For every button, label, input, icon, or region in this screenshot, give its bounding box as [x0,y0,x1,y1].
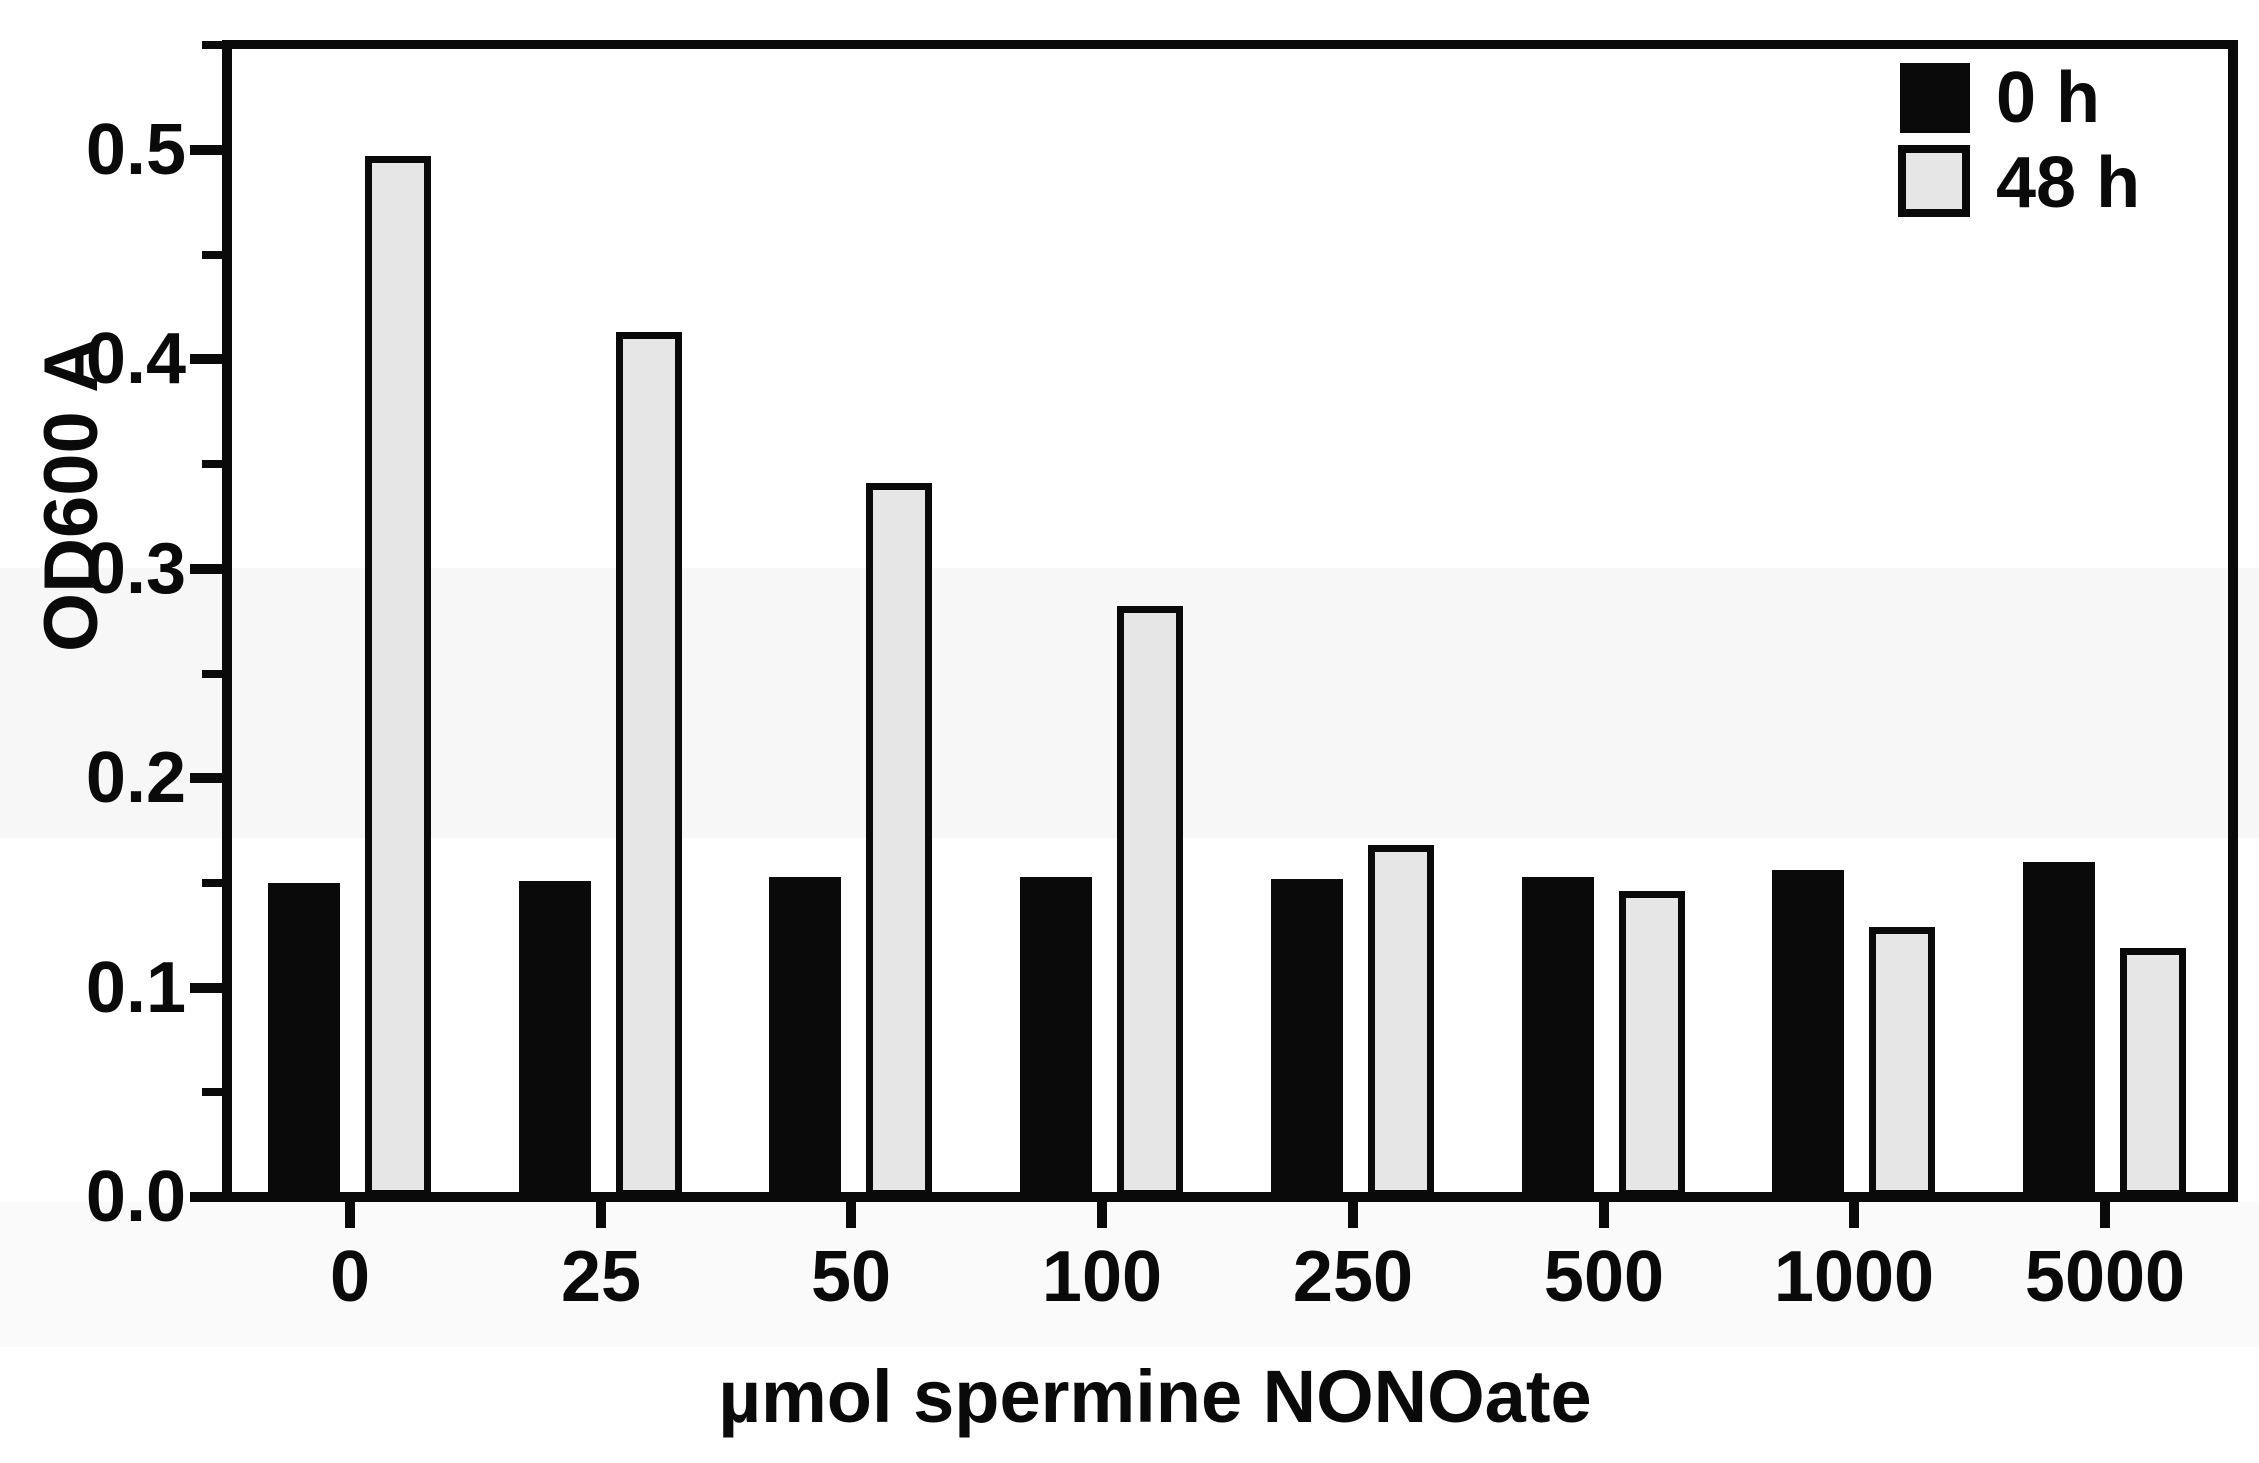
x-tick-1000 [1849,1197,1859,1228]
x-tick-label-0: 0 [329,1237,371,1317]
bar-48h-0 [365,156,431,1197]
x-tick-label-250: 250 [1292,1237,1414,1317]
x-axis-line [222,1192,2238,1202]
x-tick-label-1000: 1000 [1773,1237,1935,1317]
y-axis-line [222,40,232,1202]
y-major-tick-0.1 [190,983,232,993]
bar-48h-25 [616,332,682,1197]
y-tick-label-0.0: 0.0 [85,1157,186,1237]
bar-48h-250 [1368,845,1434,1197]
x-tick-label-500: 500 [1543,1237,1665,1317]
y-major-tick-0.3 [190,564,232,574]
y-minor-tick [202,251,232,259]
x-tick-5000 [2100,1197,2110,1228]
x-tick-0 [345,1197,355,1228]
bar-48h-500 [1619,891,1685,1197]
y-tick-label-0.5: 0.5 [85,110,186,190]
y-major-tick-0.4 [190,354,232,364]
bar-0h-5000 [2023,862,2095,1197]
x-tick-label-25: 25 [560,1237,642,1317]
bar-0h-25 [519,881,591,1197]
x-tick-25 [596,1197,606,1228]
bar-0h-0 [268,883,340,1197]
bar-48h-50 [866,483,932,1197]
background-tint-band-bottom [0,1202,2259,1347]
x-tick-label-100: 100 [1041,1237,1163,1317]
x-tick-50 [846,1197,856,1228]
x-axis-title: µmol spermine NONOate [718,1355,1592,1438]
y-tick-label-0.3: 0.3 [85,529,186,609]
x-tick-100 [1097,1197,1107,1228]
x-tick-250 [1348,1197,1358,1228]
y-tick-label-0.2: 0.2 [85,738,186,818]
bar-0h-250 [1271,879,1343,1197]
legend-swatch-0h [1900,63,1970,133]
x-tick-500 [1599,1197,1609,1228]
legend-swatch-48h [1898,145,1970,217]
y-tick-label-0.1: 0.1 [85,948,186,1028]
x-tick-label-50: 50 [810,1237,892,1317]
bar-0h-100 [1020,877,1092,1197]
y-minor-tick [202,879,232,887]
y-tick-label-0.4: 0.4 [85,319,186,399]
y-minor-tick [202,460,232,468]
y-minor-tick [202,1088,232,1096]
bar-48h-5000 [2120,948,2186,1197]
bar-48h-100 [1117,606,1183,1197]
legend-label-0h: 0 h [1996,58,2101,138]
plot-right-border [2228,40,2238,1202]
bar-0h-500 [1522,877,1594,1197]
bar-0h-1000 [1772,870,1844,1197]
plot-top-border [222,40,2238,49]
legend-label-48h: 48 h [1996,143,2141,223]
y-minor-tick [202,41,232,49]
y-major-tick-0.5 [190,145,232,155]
x-tick-label-5000: 5000 [2024,1237,2186,1317]
bar-48h-1000 [1869,927,1935,1197]
y-minor-tick [202,670,232,678]
bar-0h-50 [769,877,841,1197]
y-major-tick-0.2 [190,773,232,783]
y-major-tick-0.0 [190,1192,232,1202]
y-axis-title: OD600 A [29,338,114,652]
